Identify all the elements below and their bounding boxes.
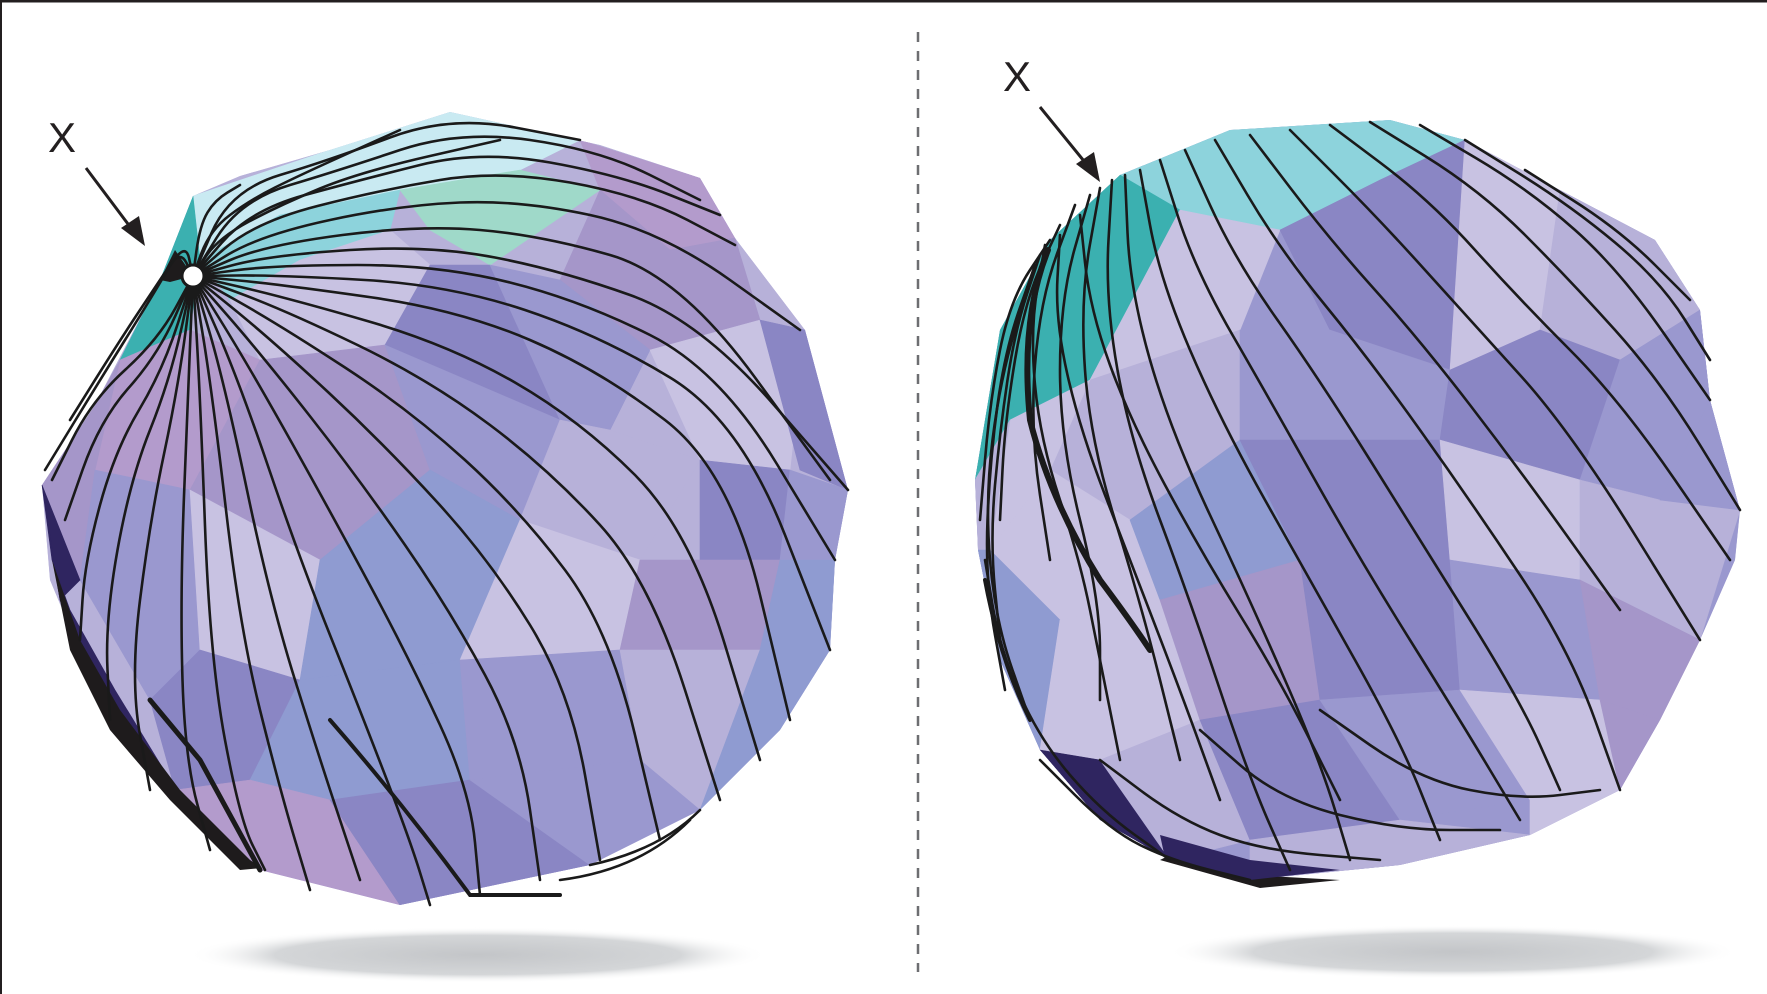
right-streamlines	[978, 120, 1742, 882]
left-facet	[459, 649, 641, 781]
left-marker-arrow	[84, 167, 145, 246]
right-streamline	[1213, 138, 1622, 792]
right-streamline	[1123, 173, 1352, 862]
right-streamline	[986, 278, 1032, 722]
left-streamline	[558, 818, 692, 882]
left-streamline	[191, 274, 792, 722]
left-streamline	[191, 274, 362, 882]
right-facet	[1659, 399, 1740, 511]
left-streamline	[78, 274, 195, 642]
right-streamline	[1248, 133, 1622, 612]
left-streamline	[191, 174, 737, 278]
left-streamline	[180, 274, 212, 852]
right-shadow	[1168, 925, 1738, 979]
left-shadow	[188, 927, 768, 983]
left-streamline	[105, 274, 195, 722]
right-streamline	[1523, 168, 1692, 302]
left-marker-label: X	[48, 114, 76, 161]
left-pole-point	[180, 263, 206, 289]
right-black-edge	[1160, 855, 1340, 888]
right-streamline	[1032, 203, 1077, 562]
left-streamline	[191, 274, 482, 897]
left-facet	[519, 419, 701, 561]
right-streamline	[1038, 758, 1252, 882]
right-streamline	[1328, 123, 1732, 562]
right-streamline	[1082, 186, 1182, 762]
left-streamline	[191, 247, 850, 492]
right-streamline	[1158, 158, 1522, 822]
right-streamline	[1318, 708, 1602, 798]
left-streamline	[191, 274, 662, 842]
left-streamline-bundle	[147, 697, 263, 873]
right-streamline	[1183, 148, 1562, 792]
left-streamline	[191, 227, 832, 482]
right-facet	[1299, 559, 1461, 701]
left-streamline	[191, 138, 502, 278]
right-streamline-bundle	[983, 578, 1032, 722]
right-facet	[1599, 699, 1661, 791]
left-streamline	[191, 155, 722, 278]
left-streamline	[191, 263, 837, 562]
right-streamline	[1368, 120, 1742, 512]
right-streamline	[978, 238, 1052, 522]
right-streamline	[1198, 728, 1502, 832]
left-streamline	[191, 135, 702, 278]
right-streamline	[991, 253, 1042, 642]
left-streamline	[191, 274, 832, 652]
right-streamline	[1098, 758, 1382, 862]
right-streamline	[1078, 213, 1342, 802]
left-streamline	[191, 274, 267, 872]
left-streamline	[63, 274, 195, 522]
left-facet	[699, 649, 831, 811]
left-streamline-bundle	[328, 718, 562, 897]
right-polyhedron	[975, 120, 1742, 888]
right-streamline	[998, 223, 1062, 522]
left-streamlines	[43, 121, 850, 907]
left-streamline	[191, 274, 542, 882]
left-streamline	[191, 200, 802, 332]
left-streamline	[191, 274, 312, 892]
right-facet	[1459, 689, 1621, 836]
right-facets	[975, 120, 1740, 880]
right-streamline	[1418, 123, 1712, 402]
right-streamline	[1055, 233, 1222, 802]
left-facet	[489, 264, 651, 431]
left-streamline	[588, 808, 702, 867]
right-streamline	[1106, 178, 1292, 872]
right-rim-shade	[1160, 835, 1340, 880]
left-streamline	[191, 274, 722, 802]
left-streamline	[191, 274, 602, 862]
right-streamline-bundle	[1024, 247, 1153, 653]
left-streamline	[191, 128, 402, 278]
left-polyhedron	[41, 112, 850, 907]
right-dark-edge	[1160, 835, 1340, 888]
left-facet	[399, 169, 601, 266]
right-streamline	[1138, 168, 1442, 842]
right-streamline	[1288, 128, 1702, 642]
right-marker-arrow	[1038, 106, 1100, 182]
right-streamline	[1058, 193, 1102, 702]
left-streamline	[191, 274, 762, 762]
left-streamline	[50, 274, 195, 482]
right-streamline	[1463, 138, 1712, 362]
right-marker-label: X	[1003, 53, 1031, 100]
left-streamline	[133, 274, 195, 792]
